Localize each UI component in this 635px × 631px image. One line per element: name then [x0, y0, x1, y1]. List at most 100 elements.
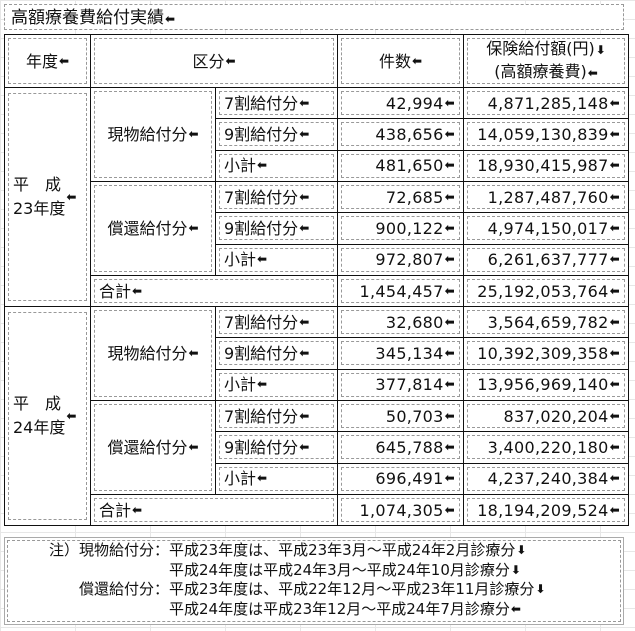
paragraph-mark-icon: ⬅ — [609, 220, 620, 235]
paragraph-mark-icon: ⬅ — [444, 502, 455, 517]
amount-cell: 18,930,415,987 ⬅ — [467, 153, 625, 178]
note-line: 償還給付分： 平成23年度は、平成22年12月～平成23年11月診療分 ⬇ — [78, 580, 546, 598]
amount-cell: 10,392,309,358 ⬅ — [467, 341, 625, 366]
subcategory-cell: 小計 ⬅ — [219, 466, 334, 491]
table-row: 9割給付分 ⬅ 438,656 ⬅ 14,059,130,839 ⬅ — [5, 118, 629, 151]
paragraph-mark-icon: ⬅ — [299, 314, 310, 329]
subcategory-cell: 7割給付分 ⬅ — [219, 404, 334, 429]
subcategory-cell: 小計 ⬅ — [219, 153, 334, 178]
amount-cell: 837,020,204 ⬅ — [467, 404, 625, 429]
paragraph-mark-icon: ⬅ — [257, 377, 268, 392]
subcategory-cell: 7割給付分 ⬅ — [219, 91, 334, 116]
count-cell: 345,134 ⬅ — [341, 341, 460, 366]
paragraph-mark-icon: ⬅ — [257, 471, 268, 486]
section-label: 現物給付分 ⬅ — [94, 310, 212, 397]
paragraph-mark-icon: ⬅ — [132, 283, 143, 298]
paragraph-mark-icon: ⬅ — [299, 345, 310, 360]
subcategory-cell: 9割給付分 ⬅ — [219, 216, 334, 241]
subcategory-cell: 9割給付分 ⬅ — [219, 435, 334, 460]
note-line: 注）現物給付分： 平成23年度は、平成23年3月～平成24年2月診療分 ⬇ — [48, 541, 527, 559]
paragraph-mark-icon: ⬅ — [609, 189, 620, 204]
paragraph-mark-icon: ⬅ — [188, 440, 199, 454]
paragraph-mark-icon: ⬅ — [444, 189, 455, 204]
amount-cell: 6,261,637,777 ⬅ — [467, 247, 625, 272]
paragraph-mark-icon: ⬅ — [609, 408, 620, 423]
subcategory-cell: 7割給付分 ⬅ — [219, 310, 334, 335]
paragraph-mark-icon: ⬅ — [66, 409, 77, 423]
paragraph-mark-icon: ⬅ — [609, 471, 620, 486]
total-count: 1,074,305 ⬅ — [341, 498, 460, 522]
paragraph-mark-icon: ⬅ — [609, 345, 620, 360]
paragraph-mark-icon: ⬅ — [609, 314, 620, 329]
total-label: 合計 ⬅ — [94, 279, 334, 303]
table-row: 9割給付分 ⬅ 645,788 ⬅ 3,400,220,180 ⬅ — [5, 431, 629, 464]
total-label: 合計 ⬅ — [94, 498, 334, 522]
paragraph-mark-icon: ⬅ — [188, 127, 199, 141]
benefit-table: 年度 ⬅ 区分 ⬅ 件数 ⬅ 保険給付額(円)⬇ (高額療養費)⬅ 平 成 23年度 ⬅ 現… — [4, 34, 629, 526]
paragraph-mark-icon: ⬅ — [299, 126, 310, 141]
table-row: 小計 ⬅ 696,491 ⬅ 4,237,240,384 ⬅ — [5, 462, 629, 496]
paragraph-mark-icon: ⬅ — [58, 53, 70, 68]
paragraph-mark-icon: ⬅ — [444, 471, 455, 486]
amount-cell: 4,974,150,017 ⬅ — [467, 216, 625, 241]
note-line: 平成24年度は平成24年3月～平成24年10月診療分 ⬇ — [169, 560, 521, 579]
count-cell: 645,788 ⬅ — [341, 435, 460, 460]
count-cell: 900,122 ⬅ — [341, 216, 460, 241]
header-category: 区分 ⬅ — [94, 38, 334, 84]
paragraph-mark-icon: ⬅ — [609, 439, 620, 454]
amount-cell: 14,059,130,839 ⬅ — [467, 122, 625, 147]
paragraph-mark-icon: ⬅ — [66, 190, 77, 204]
paragraph-mark-icon: ⬅ — [444, 377, 455, 392]
paragraph-mark-icon: ⬅ — [132, 502, 143, 517]
total-amount: 25,192,053,764 ⬅ — [467, 279, 625, 303]
table-row: 償還給付分 ⬅ 7割給付分 ⬅ 72,685 ⬅ 1,287,487,760 ⬅ — [5, 180, 629, 276]
subcategory-cell: 9割給付分 ⬅ — [219, 341, 334, 366]
paragraph-mark-icon: ⬅ — [444, 345, 455, 360]
amount-cell: 3,400,220,180 ⬅ — [467, 435, 625, 460]
paragraph-mark-icon: ⬅ — [444, 283, 455, 298]
paragraph-mark-icon: ⬅ — [257, 252, 268, 267]
total-row: 合計 ⬅ 1,074,305 ⬅ 18,194,209,524 ⬅ — [5, 494, 629, 526]
paragraph-mark-icon: ⬅ — [609, 283, 620, 298]
paragraph-mark-icon: ⬅ — [299, 95, 310, 110]
amount-cell: 4,237,240,384 ⬅ — [467, 466, 625, 491]
subcategory-cell: 小計 ⬅ — [219, 372, 334, 397]
section-label: 償還給付分 ⬅ — [94, 404, 212, 491]
line-break-icon: ⬇ — [516, 543, 527, 557]
count-cell: 696,491 ⬅ — [341, 466, 460, 491]
paragraph-mark-icon: ⬅ — [609, 95, 620, 110]
table-row: 9割給付分 ⬅ 900,122 ⬅ 4,974,150,017 ⬅ — [5, 212, 629, 245]
count-cell: 32,680 ⬅ — [341, 310, 460, 335]
paragraph-mark-icon: ⬅ — [299, 220, 310, 235]
table-row: 償還給付分 ⬅ 7割給付分 ⬅ 50,703 ⬅ 837,020,204 ⬅ — [5, 399, 629, 495]
total-count: 1,454,457 ⬅ — [341, 279, 460, 303]
header-row: 年度 ⬅ 区分 ⬅ 件数 ⬅ 保険給付額(円)⬇ (高額療養費)⬅ — [4, 34, 629, 88]
line-break-icon: ⬇ — [510, 562, 521, 577]
paragraph-mark-icon: ⬅ — [609, 377, 620, 392]
paragraph-mark-icon: ⬅ — [609, 502, 620, 517]
count-cell: 481,650 ⬅ — [341, 153, 460, 178]
section-label: 償還給付分 ⬅ — [94, 185, 212, 272]
count-cell: 972,807 ⬅ — [341, 247, 460, 272]
count-cell: 438,656 ⬅ — [341, 122, 460, 147]
note-line: 平成24年度は平成23年12月～平成24年7月診療分 ⬅ — [169, 599, 521, 618]
subcategory-cell: 9割給付分 ⬅ — [219, 122, 334, 147]
table-row: 小計 ⬅ 972,807 ⬅ 6,261,637,777 ⬅ — [5, 243, 629, 277]
count-cell: 377,814 ⬅ — [341, 372, 460, 397]
amount-cell: 13,956,969,140 ⬅ — [467, 372, 625, 397]
header-amount: 保険給付額(円)⬇ (高額療養費)⬅ — [467, 38, 625, 84]
table-row: 小計 ⬅ 481,650 ⬅ 18,930,415,987 ⬅ — [5, 149, 629, 183]
document-title: 高額療養費給付実績⬅ — [4, 4, 624, 30]
paragraph-mark-icon: ⬅ — [411, 53, 423, 68]
table-row: 平 成 24年度 ⬅ 現物給付分 ⬅ 7割給付分 ⬅ 32,680 ⬅ 3,564,659,78… — [4, 305, 629, 526]
header-year: 年度 ⬅ — [8, 38, 87, 84]
total-row: 合計 ⬅ 1,454,457 ⬅ 25,192,053,764 ⬅ — [5, 275, 629, 307]
amount-cell: 1,287,487,760 ⬅ — [467, 185, 625, 210]
paragraph-mark-icon: ⬅ — [444, 220, 455, 235]
paragraph-mark-icon: ⬅ — [188, 346, 199, 360]
section-label: 現物給付分 ⬅ — [94, 91, 212, 178]
notes: 注）現物給付分： 平成23年度は、平成23年3月～平成24年2月診療分 ⬇ 平成24年… — [4, 537, 624, 625]
line-break-icon: ⬇ — [595, 43, 606, 57]
paragraph-mark-icon: ⬅ — [444, 126, 455, 141]
paragraph-mark-icon: ⬅ — [444, 95, 455, 110]
